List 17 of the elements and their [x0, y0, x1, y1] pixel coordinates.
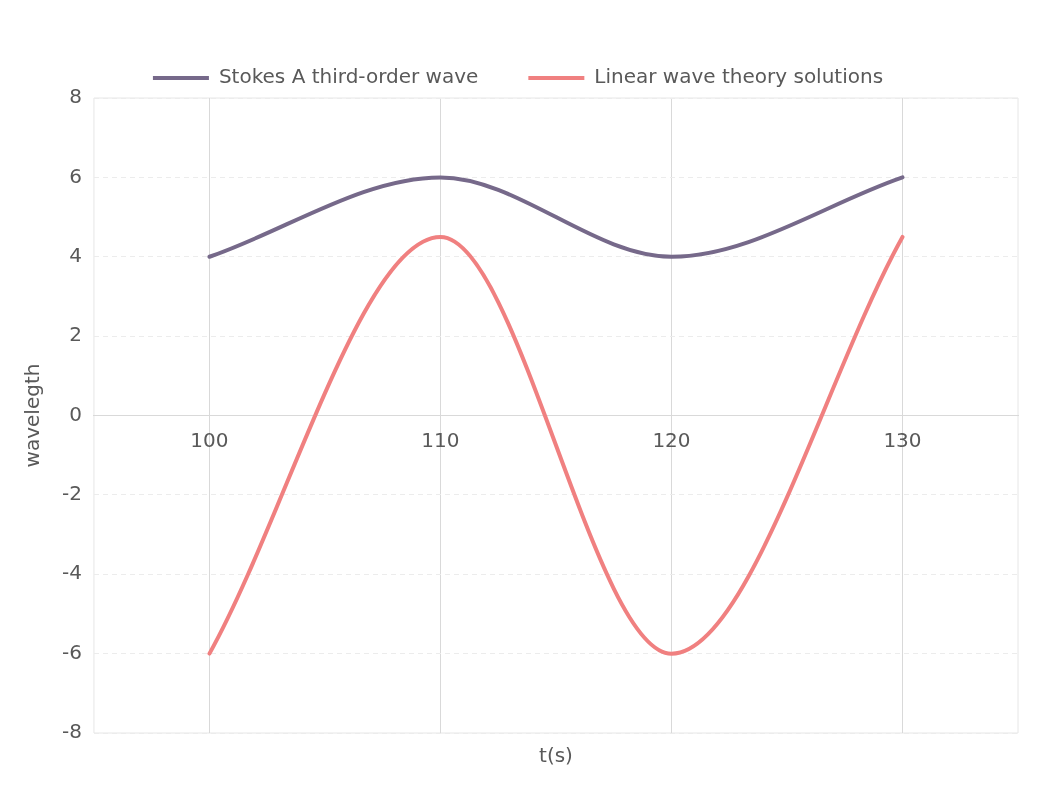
x-tick-label: 110 — [421, 427, 460, 452]
y-tick-label: -4 — [61, 560, 82, 585]
legend-label: Stokes A third-order wave — [218, 64, 479, 89]
x-tick-label: 120 — [652, 427, 691, 452]
y-tick-label: 0 — [69, 401, 82, 426]
y-tick-label: -6 — [61, 639, 82, 664]
y-tick-label: 2 — [69, 322, 82, 347]
y-tick-label: -8 — [61, 719, 82, 744]
y-tick-label: 6 — [69, 163, 82, 188]
y-tick-label: 8 — [69, 84, 82, 109]
y-axis-title: wavelegth — [20, 363, 45, 468]
y-tick-label: 4 — [69, 242, 82, 267]
x-axis-title: t(s) — [539, 743, 573, 768]
x-tick-label: 130 — [883, 427, 922, 452]
legend-label: Linear wave theory solutions — [594, 64, 884, 89]
y-tick-label: -2 — [61, 481, 82, 506]
x-tick-label: 100 — [190, 427, 229, 452]
